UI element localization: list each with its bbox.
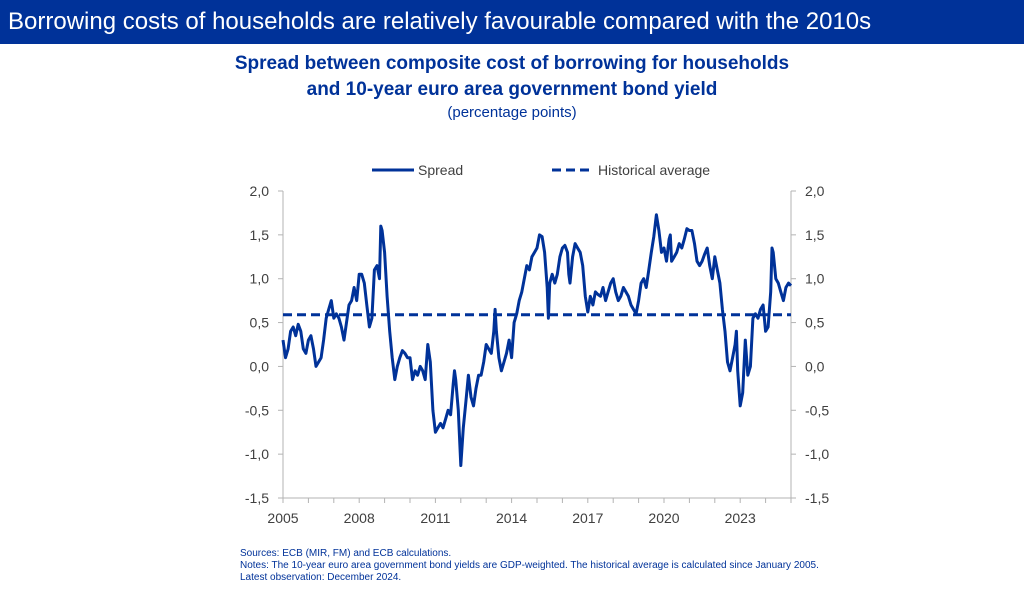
y-tick-label-left: 1,0: [250, 271, 270, 287]
banner-title: Borrowing costs of households are relati…: [0, 0, 1024, 44]
y-tick-label-left: -1,0: [245, 446, 269, 462]
y-tick-label-right: -1,5: [805, 490, 829, 506]
y-tick-label-left: 1,5: [250, 227, 270, 243]
chart-notes: Sources: ECB (MIR, FM) and ECB calculati…: [240, 548, 820, 584]
y-tick-label-left: -1,5: [245, 490, 269, 506]
y-tick-label-right: 2,0: [805, 183, 825, 199]
x-tick-label: 2008: [344, 510, 375, 526]
chart-axes: [282, 191, 792, 499]
x-ticks: 2005 2008 2011 2014 2017 2020 2023: [267, 498, 792, 526]
y-tick-label-right: 0,0: [805, 358, 825, 374]
x-tick-label: 2017: [572, 510, 603, 526]
y-tick-label-left: 2,0: [250, 183, 270, 199]
y-tick-label-left: -0,5: [245, 402, 269, 418]
spread-line: [281, 213, 793, 467]
legend-spread-label: Spread: [418, 162, 463, 178]
legend-historical-average-label: Historical average: [598, 162, 710, 178]
notes-text: Notes: The 10-year euro area government …: [240, 560, 819, 571]
y-tick-label-left: 0,5: [250, 315, 270, 331]
latest-observation-note: Latest observation: December 2024.: [240, 572, 402, 583]
y-ticks-left: 2,0 1,5 1,0 0,5 0,0 -0,5 -1,0 -1,5: [245, 183, 283, 506]
sources-note: Sources: ECB (MIR, FM) and ECB calculati…: [240, 548, 452, 559]
x-tick-label: 2005: [267, 510, 298, 526]
y-tick-label-right: 1,5: [805, 227, 825, 243]
x-tick-label: 2011: [420, 510, 450, 526]
y-tick-label-right: -0,5: [805, 402, 829, 418]
y-ticks-right: 2,0 1,5 1,0 0,5 0,0 -0,5 -1,0 -1,5: [791, 183, 829, 506]
chart-title-line-2: and 10-year euro area government bond yi…: [306, 79, 718, 100]
x-tick-label: 2023: [725, 510, 756, 526]
x-tick-label: 2020: [648, 510, 679, 526]
chart-series: [281, 213, 793, 467]
x-tick-label: 2014: [496, 510, 527, 526]
spread-chart: Spread Historical average 2,0 1,5 1,0 0,5 0,0…: [245, 162, 829, 526]
y-tick-label-left: 0,0: [250, 358, 270, 374]
y-tick-label-right: -1,0: [805, 446, 829, 462]
chart-title-line-1: Spread between composite cost of borrowi…: [234, 53, 790, 74]
y-tick-label-right: 1,0: [805, 271, 825, 287]
chart-subtitle: (percentage points): [447, 104, 577, 121]
y-tick-label-right: 0,5: [805, 315, 825, 331]
chart-legend: Spread Historical average: [372, 162, 710, 178]
